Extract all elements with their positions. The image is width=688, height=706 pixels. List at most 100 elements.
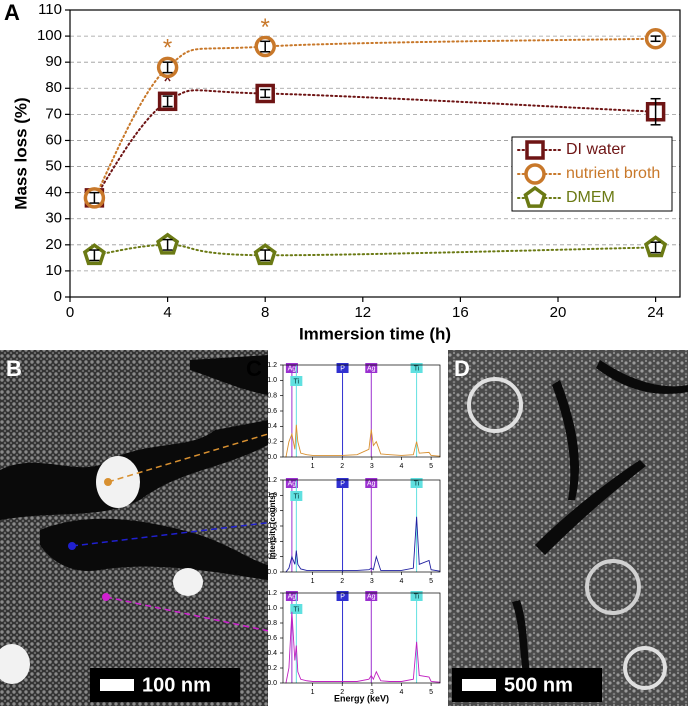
x-tick-label: 3 — [370, 578, 374, 585]
y-tick-label: 0.0 — [267, 454, 277, 461]
peak-label-box — [365, 591, 378, 601]
peak-label-box — [285, 478, 298, 488]
y-tick-label: 0.6 — [267, 523, 277, 530]
y-tick-label: 30 — [45, 210, 62, 227]
x-tick-label: 4 — [400, 689, 404, 696]
panel-label: D — [454, 356, 470, 381]
panel-label: A — [4, 0, 20, 25]
y-tick-label: 0.2 — [267, 554, 277, 561]
x-tick-label: 1 — [311, 689, 315, 696]
x-tick-label: 4 — [400, 463, 404, 470]
significance-label: * — [261, 14, 270, 41]
peak-label-box — [290, 491, 303, 501]
x-tick-label: 1 — [311, 463, 315, 470]
y-tick-label: 1.2 — [267, 590, 277, 597]
x-axis-label: Immersion time (h) — [299, 324, 451, 343]
peak-label-box — [285, 363, 298, 373]
peak-label: Ti — [294, 606, 300, 613]
peak-label-box — [410, 478, 423, 488]
x-tick-label: 12 — [354, 304, 371, 321]
series-line — [285, 424, 441, 458]
peak-label: Ag — [367, 593, 376, 600]
y-axis-label: Intensity (counts) — [268, 492, 277, 559]
legend: DI water nutrient broth DMEM — [511, 136, 673, 212]
legend-marker — [525, 140, 545, 160]
arrow-dot — [68, 542, 76, 550]
significance-label: * — [163, 35, 172, 62]
peak-label: Ti — [294, 493, 300, 500]
x-tick-label: 3 — [370, 689, 374, 696]
peak-label: Ag — [367, 480, 376, 487]
y-tick-label: 20 — [45, 236, 62, 253]
micrograph-d: 500 nm D — [448, 350, 688, 706]
y-tick-label: 1.0 — [267, 605, 277, 612]
x-tick-label: 4 — [400, 578, 404, 585]
y-tick-label: 40 — [45, 184, 62, 201]
x-tick-label: 5 — [429, 689, 433, 696]
series-line — [93, 37, 657, 199]
y-tick-label: 50 — [45, 158, 62, 175]
peak-label-box — [336, 363, 349, 373]
significance-label: * — [163, 69, 172, 96]
y-tick-label: 90 — [45, 53, 62, 70]
y-axis-label: Mass loss (%) — [11, 97, 30, 209]
plot-frame — [282, 592, 441, 684]
peak-label: Ti — [414, 480, 420, 487]
x-tick-label: 16 — [452, 304, 469, 321]
x-tick-label: 2 — [340, 689, 344, 696]
y-tick-label: 0.2 — [267, 439, 277, 446]
x-tick-label: 24 — [647, 304, 664, 321]
peak-label: P — [340, 593, 345, 600]
y-tick-label: 70 — [45, 105, 62, 122]
y-tick-label: 1.0 — [267, 492, 277, 499]
y-tick-label: 0.0 — [267, 569, 277, 576]
peak-label-box — [336, 478, 349, 488]
y-tick-label: 100 — [37, 27, 62, 44]
y-tick-label: 0.6 — [267, 408, 277, 415]
x-tick-label: 0 — [66, 304, 74, 321]
peak-label: Ti — [294, 378, 300, 385]
arrow-dot — [102, 593, 110, 601]
plot-frame — [282, 364, 441, 458]
peak-label: P — [340, 480, 345, 487]
peak-label: Ti — [414, 365, 420, 372]
peak-label-box — [365, 478, 378, 488]
x-tick-label: 8 — [261, 304, 269, 321]
y-tick-label: 1.2 — [267, 362, 277, 369]
y-tick-label: 0.8 — [267, 393, 277, 400]
legend-label: nutrient broth — [566, 165, 660, 182]
series-line — [285, 611, 441, 684]
micrograph-b: 100 nm B — [0, 350, 319, 706]
scale-bar-label: 100 nm — [142, 674, 211, 696]
peak-label: Ag — [288, 365, 297, 372]
peak-label: Ag — [288, 593, 297, 600]
peak-label-box — [285, 591, 298, 601]
peak-label-box — [410, 591, 423, 601]
y-tick-label: 0.6 — [267, 635, 277, 642]
peak-label-box — [365, 363, 378, 373]
y-tick-label: 0 — [54, 288, 62, 305]
peak-label-box — [336, 591, 349, 601]
peak-label-box — [290, 604, 303, 614]
y-tick-label: 1.2 — [267, 477, 277, 484]
peak-label-box — [290, 376, 303, 386]
legend-marker — [523, 185, 547, 208]
panel-c-background — [268, 350, 448, 706]
x-tick-label: 2 — [340, 463, 344, 470]
x-tick-label: 5 — [429, 578, 433, 585]
x-tick-label: 2 — [340, 578, 344, 585]
peak-label: Ti — [414, 593, 420, 600]
legend-marker — [524, 163, 546, 185]
peak-label: P — [340, 365, 345, 372]
series-line — [93, 89, 657, 199]
series-line — [93, 243, 657, 257]
y-tick-label: 110 — [38, 1, 62, 18]
y-tick-label: 0.4 — [267, 538, 277, 545]
scale-bar-label: 500 nm — [504, 674, 573, 696]
peak-label-box — [410, 363, 423, 373]
y-tick-label: 0.8 — [267, 620, 277, 627]
y-tick-label: 0.8 — [267, 508, 277, 515]
y-tick-label: 0.0 — [267, 680, 277, 687]
panel-label: B — [6, 356, 22, 381]
peak-label: Ag — [288, 480, 297, 487]
